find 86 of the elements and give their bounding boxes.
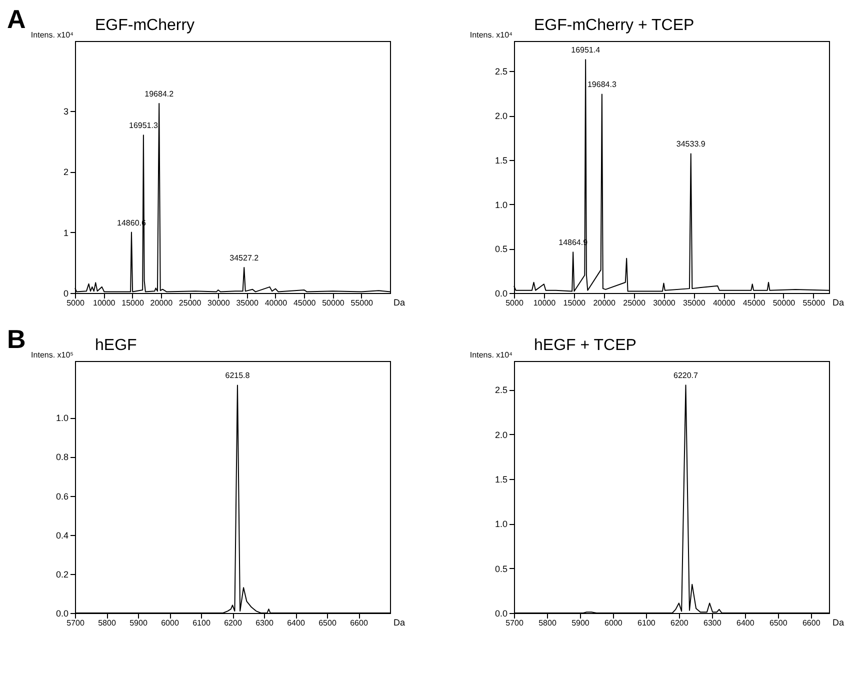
y-axis-title: Intens. x10⁴ bbox=[470, 350, 514, 360]
x-tick-label: 25000 bbox=[178, 298, 202, 308]
x-tick-label: 6500 bbox=[769, 618, 788, 628]
x-tick-label: 5700 bbox=[66, 618, 85, 628]
x-tick-label: 20000 bbox=[150, 298, 174, 308]
y-tick-label: 0.5 bbox=[494, 244, 508, 254]
y-tick-label: 1.0 bbox=[494, 200, 508, 210]
x-tick-label: 55000 bbox=[350, 298, 374, 308]
x-tick-label: 5000 bbox=[66, 298, 85, 308]
y-tick-label: 3 bbox=[63, 106, 68, 116]
x-tick-label: 6600 bbox=[350, 618, 368, 628]
y-tick-label: 1.5 bbox=[494, 474, 508, 484]
x-tick-label: 6500 bbox=[318, 618, 337, 628]
x-tick-label: 15000 bbox=[563, 298, 586, 308]
y-tick-label: 1.5 bbox=[494, 155, 508, 166]
y-tick-label: 0.6 bbox=[56, 491, 68, 502]
y-tick-label: 1.0 bbox=[494, 519, 508, 530]
y-axis-title: Intens. x10⁴ bbox=[470, 30, 514, 40]
x-tick-label: 45000 bbox=[293, 298, 316, 308]
annotation: 16951.4 bbox=[571, 46, 601, 55]
annotation: 34533.9 bbox=[676, 140, 706, 149]
x-axis-title: Da bbox=[394, 298, 406, 308]
chart-title: hEGF bbox=[95, 337, 138, 354]
x-tick-label: 15000 bbox=[122, 298, 144, 308]
x-tick-label: 5800 bbox=[538, 618, 557, 628]
x-tick-label: 5800 bbox=[98, 618, 116, 628]
x-tick-label: 6000 bbox=[161, 618, 180, 628]
y-tick-label: 0 bbox=[63, 288, 68, 298]
x-tick-label: 5700 bbox=[506, 618, 524, 628]
annotation: 19684.2 bbox=[144, 90, 174, 99]
chart-title: EGF-mCherry bbox=[95, 17, 195, 34]
annotation: 16951.3 bbox=[128, 121, 158, 130]
x-tick-label: 30000 bbox=[653, 298, 676, 308]
chart-title: hEGF + TCEP bbox=[534, 337, 636, 354]
x-tick-label: 50000 bbox=[772, 298, 796, 308]
y-tick-label: 0.0 bbox=[56, 608, 68, 618]
y-tick-label: 2 bbox=[63, 167, 68, 178]
x-tick-label: 6400 bbox=[736, 618, 755, 628]
x-tick-label: 40000 bbox=[712, 298, 736, 308]
y-tick-label: 2.5 bbox=[494, 66, 508, 77]
x-tick-label: 6100 bbox=[192, 618, 211, 628]
x-tick-label: 10000 bbox=[533, 298, 556, 308]
x-axis-title: Da bbox=[832, 618, 844, 628]
annotation: 19684.3 bbox=[587, 80, 617, 90]
x-tick-label: 35000 bbox=[683, 298, 706, 308]
y-tick-label: 0.8 bbox=[56, 452, 68, 462]
y-tick-label: 0.4 bbox=[56, 530, 68, 540]
y-tick-label: 2.0 bbox=[494, 111, 508, 122]
x-tick-label: 5000 bbox=[506, 298, 524, 308]
x-tick-label: 6400 bbox=[287, 618, 306, 628]
chart-title: EGF-mCherry + TCEP bbox=[534, 17, 694, 34]
x-tick-label: 40000 bbox=[264, 298, 288, 308]
x-tick-label: 6300 bbox=[704, 618, 722, 628]
x-tick-label: 30000 bbox=[208, 298, 230, 308]
annotation: 34527.2 bbox=[230, 253, 260, 262]
x-tick-label: 45000 bbox=[742, 298, 766, 308]
x-tick-label: 35000 bbox=[236, 298, 259, 308]
x-tick-label: 50000 bbox=[322, 298, 345, 308]
x-tick-label: 6200 bbox=[224, 618, 242, 628]
y-tick-label: 0.0 bbox=[494, 288, 508, 298]
x-tick-label: 5900 bbox=[572, 618, 590, 628]
x-tick-label: 6300 bbox=[256, 618, 274, 628]
x-tick-label: 55000 bbox=[802, 298, 826, 308]
x-axis-title: Da bbox=[832, 298, 844, 308]
y-axis-title: Intens. x10⁵ bbox=[31, 350, 74, 360]
x-tick-label: 6100 bbox=[638, 618, 656, 628]
x-tick-label: 25000 bbox=[623, 298, 646, 308]
x-tick-label: 20000 bbox=[593, 298, 616, 308]
x-tick-label: 5900 bbox=[130, 618, 148, 628]
y-axis-title: Intens. x10⁴ bbox=[30, 30, 74, 40]
x-tick-label: 10000 bbox=[93, 298, 116, 308]
y-tick-label: 2.0 bbox=[494, 430, 508, 440]
x-axis-title: Da bbox=[394, 618, 406, 628]
annotation: 6215.8 bbox=[225, 371, 250, 380]
y-tick-label: 0.2 bbox=[56, 569, 68, 580]
y-tick-label: 0.5 bbox=[494, 564, 508, 574]
text: B bbox=[7, 324, 26, 354]
x-tick-label: 6200 bbox=[670, 618, 689, 628]
y-tick-label: 0.0 bbox=[494, 608, 508, 618]
x-tick-label: 6600 bbox=[802, 618, 821, 628]
y-tick-label: 1.0 bbox=[56, 413, 68, 424]
text: A bbox=[7, 4, 26, 34]
y-tick-label: 1 bbox=[63, 228, 68, 238]
y-tick-label: 2.5 bbox=[494, 385, 508, 396]
x-tick-label: 6000 bbox=[604, 618, 623, 628]
annotation: 6220.7 bbox=[674, 371, 699, 380]
